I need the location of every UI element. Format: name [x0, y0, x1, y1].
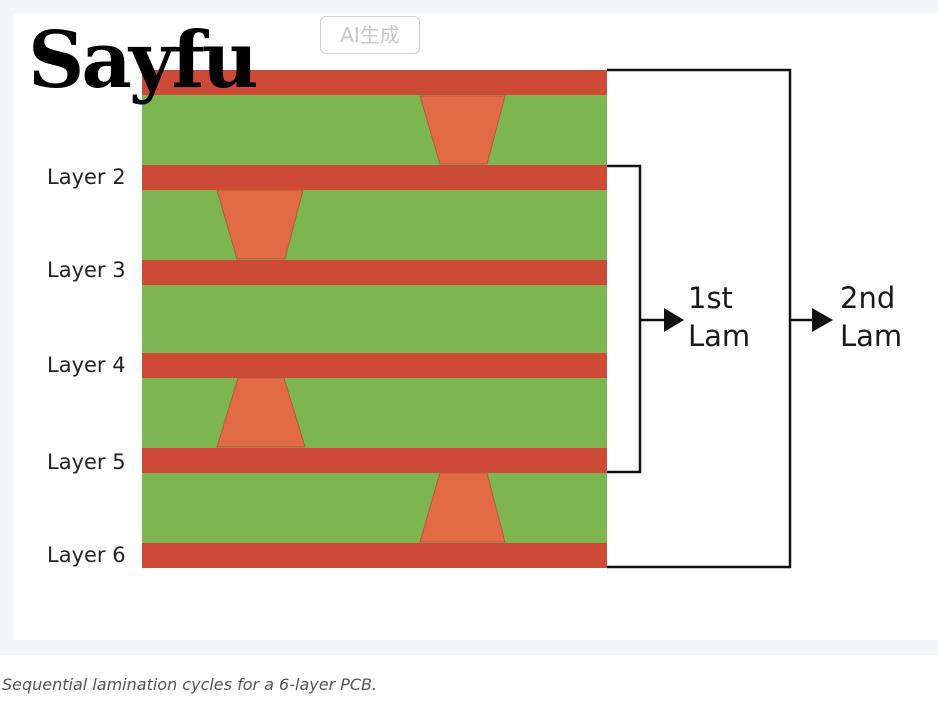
- second-lamination-bracket: [607, 68, 814, 569]
- copper-layer: [142, 448, 607, 473]
- via: [216, 377, 306, 448]
- via: [419, 472, 506, 543]
- copper-layer: [142, 165, 607, 190]
- lam2-line2: Lam: [840, 319, 902, 353]
- arrow-right-icon: [812, 308, 833, 332]
- watermark: AI生成: [320, 16, 420, 54]
- layer-label: Layer 5: [47, 450, 126, 474]
- lam1-line1: 1st: [688, 281, 733, 315]
- logo: Sayfu: [28, 15, 258, 106]
- first-lamination-bracket: [607, 164, 666, 474]
- copper-layer: [142, 260, 607, 285]
- lam2-line1: 2nd: [840, 281, 895, 315]
- arrow-right-icon: [664, 308, 684, 332]
- copper-layer: [142, 543, 607, 568]
- copper-layer: [142, 353, 607, 378]
- core-dielectric: [142, 70, 607, 568]
- copper-layer: [142, 70, 607, 95]
- layer-label: Layer 2: [47, 165, 126, 189]
- layer-label: Layer 6: [47, 543, 126, 567]
- lam1-line2: Lam: [688, 319, 750, 353]
- via: [419, 95, 506, 165]
- via: [216, 189, 304, 260]
- figure-caption: Sequential lamination cycles for a 6-lay…: [2, 675, 378, 694]
- layer-label: Layer 4: [47, 353, 126, 377]
- layer-label: Layer 3: [47, 258, 126, 282]
